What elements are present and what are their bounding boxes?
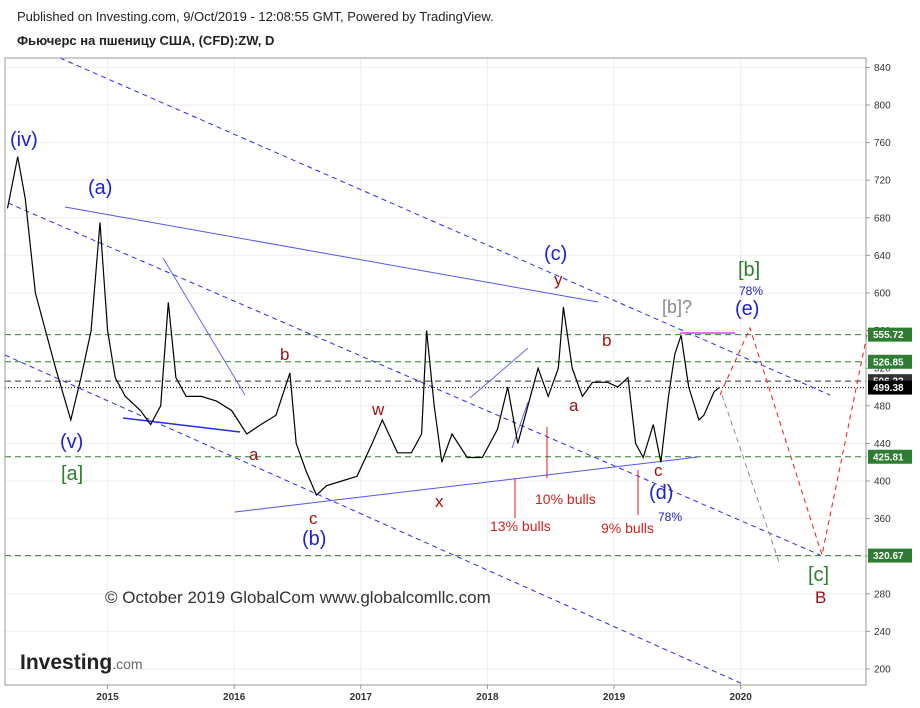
- wave-label: [b]?: [662, 297, 692, 317]
- wave-label: (a): [88, 177, 112, 199]
- y-tick-label: 720: [874, 176, 891, 187]
- x-tick-label: 2019: [603, 692, 626, 703]
- y-tick-label: 600: [874, 289, 891, 300]
- series: [6, 156, 720, 497]
- wave-label: b: [280, 345, 289, 364]
- y-tick-label: 800: [874, 101, 891, 112]
- bulls-label: 13% bulls: [490, 518, 551, 534]
- y-tick-label: 480: [874, 401, 891, 412]
- x-tick-label: 2018: [476, 692, 499, 703]
- y-tick-label: 240: [874, 627, 891, 638]
- wave-label: (v): [60, 431, 83, 453]
- wave-label: (d): [649, 482, 673, 504]
- ratio-label: 78%: [658, 510, 682, 524]
- trend-line: [469, 347, 529, 399]
- y-tick-label: 640: [874, 251, 891, 262]
- y-tick-label: 440: [874, 439, 891, 450]
- wave-label: (iv): [10, 129, 38, 151]
- wave-label: a: [249, 445, 259, 464]
- bulls-label: 10% bulls: [535, 491, 596, 507]
- wave-label: b: [602, 331, 611, 350]
- y-tick-label: 680: [874, 213, 891, 224]
- logo-brand: Investing: [20, 651, 112, 674]
- wave-label: (b): [302, 528, 326, 550]
- y-tick-label: 200: [874, 665, 891, 676]
- x-tick-label: 2015: [96, 692, 119, 703]
- wave-label: c: [654, 461, 663, 480]
- level-box: [868, 548, 912, 563]
- trend-line: [64, 206, 599, 303]
- wave-label: [b]: [738, 259, 760, 281]
- wave-label: x: [435, 492, 444, 511]
- published-note: Published on Investing.com, 9/Oct/2019 -…: [17, 9, 494, 24]
- y-tick-label: 760: [874, 138, 891, 149]
- y-tick-label: 840: [874, 63, 891, 74]
- projection-path: [721, 394, 781, 566]
- y-tick-label: 400: [874, 477, 891, 488]
- trend-line: [7, 202, 821, 556]
- ratio-label: 78%: [739, 284, 763, 298]
- trend-line: [4, 354, 746, 686]
- wave-label: (e): [735, 298, 759, 320]
- wave-label: B: [815, 588, 826, 607]
- wave-label: [c]: [808, 564, 829, 586]
- trend-line: [162, 257, 246, 396]
- price-line: [6, 156, 720, 497]
- level-box: [868, 354, 912, 369]
- bulls-label: 9% bulls: [601, 520, 654, 536]
- level-label: 499.38: [873, 383, 904, 394]
- y-tick-label: 520: [874, 364, 891, 375]
- trend-line: [511, 401, 529, 449]
- level-label: 425.81: [873, 452, 904, 463]
- projection-path: [719, 326, 869, 557]
- drawings: [4, 57, 869, 686]
- level-label: 555.72: [873, 330, 904, 341]
- wave-label: (c): [544, 243, 567, 265]
- trend-line: [234, 456, 699, 513]
- wave-label: [a]: [61, 463, 83, 485]
- wave-label: c: [309, 509, 318, 528]
- level-box: [868, 327, 912, 342]
- logo-suffix: .com: [112, 656, 142, 672]
- annotations: (iv) (a) (v) [a] a b c (b) w x y (c) a b…: [10, 129, 829, 607]
- x-tick-label: 2017: [350, 692, 373, 703]
- chart-title: Фьючерс на пшеницу США, (CFD):ZW, D: [17, 33, 274, 48]
- trend-line: [122, 417, 241, 433]
- wave-label: y: [554, 270, 563, 289]
- level-box: [868, 449, 912, 464]
- x-tick-label: 2020: [730, 692, 753, 703]
- x-tick-label: 2016: [223, 692, 246, 703]
- level-label: 320.67: [873, 551, 904, 562]
- y-tick-label: 280: [874, 589, 891, 600]
- copyright: © October 2019 GlobalCom www.globalcomll…: [105, 588, 491, 607]
- y-tick-label: 360: [874, 514, 891, 525]
- logo: Investing.com: [20, 651, 143, 674]
- level-label: 526.85: [873, 357, 904, 368]
- wave-label: w: [371, 400, 385, 419]
- plot-frame: [4, 57, 867, 686]
- level-box: [868, 380, 912, 395]
- wave-label: a: [569, 396, 579, 415]
- grid: 2002402803203604004404805205606006406807…: [5, 58, 891, 703]
